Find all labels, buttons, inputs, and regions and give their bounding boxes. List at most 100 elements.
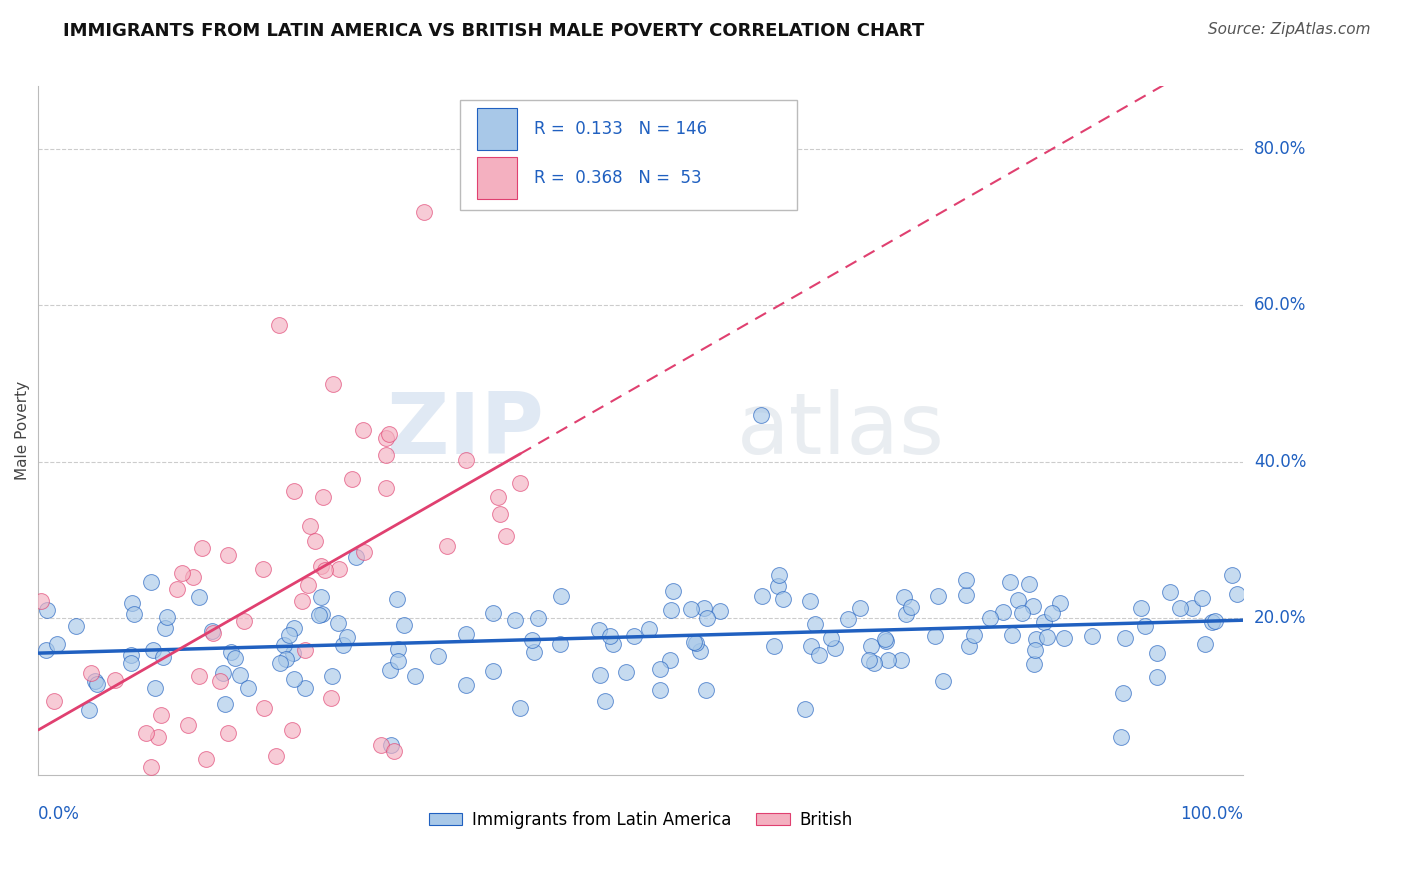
Point bbox=[120, 648, 142, 662]
Point bbox=[763, 640, 786, 654]
Point bbox=[214, 697, 236, 711]
Point bbox=[602, 637, 624, 651]
Text: 80.0%: 80.0% bbox=[1254, 140, 1306, 158]
Point bbox=[219, 645, 242, 659]
Point bbox=[380, 663, 402, 677]
Point bbox=[1081, 629, 1104, 643]
Point bbox=[863, 656, 886, 670]
Point bbox=[253, 701, 276, 715]
Point bbox=[804, 616, 827, 631]
Point bbox=[166, 582, 188, 596]
Point bbox=[152, 650, 174, 665]
Point bbox=[695, 683, 717, 698]
Point bbox=[273, 638, 295, 652]
Point bbox=[1053, 631, 1076, 645]
Point bbox=[321, 668, 343, 682]
Point bbox=[799, 594, 821, 608]
Point bbox=[201, 625, 224, 640]
Point bbox=[353, 545, 375, 559]
Point bbox=[837, 612, 859, 626]
Point bbox=[177, 718, 200, 732]
Point bbox=[1011, 606, 1033, 620]
Point bbox=[924, 628, 946, 642]
Point bbox=[858, 653, 880, 667]
Point bbox=[489, 508, 512, 522]
Point bbox=[412, 204, 434, 219]
Point bbox=[30, 594, 52, 608]
Point bbox=[808, 648, 831, 662]
Point bbox=[955, 588, 977, 602]
Point bbox=[150, 707, 173, 722]
Point bbox=[104, 673, 127, 687]
Point bbox=[77, 703, 100, 717]
Point bbox=[311, 591, 333, 605]
Point bbox=[486, 490, 509, 504]
Point bbox=[749, 408, 772, 422]
Point bbox=[378, 426, 401, 441]
Text: 40.0%: 40.0% bbox=[1254, 453, 1306, 471]
Point bbox=[1201, 615, 1223, 629]
Point bbox=[170, 566, 193, 581]
Point bbox=[283, 621, 305, 635]
Point bbox=[80, 666, 103, 681]
Point bbox=[955, 573, 977, 587]
Point bbox=[820, 631, 842, 645]
Point bbox=[385, 592, 408, 607]
Point bbox=[1146, 647, 1168, 661]
Point bbox=[224, 650, 246, 665]
Point bbox=[86, 676, 108, 690]
Point bbox=[527, 611, 550, 625]
Point bbox=[979, 610, 1001, 624]
Text: R =  0.368   N =  53: R = 0.368 N = 53 bbox=[534, 169, 702, 187]
Point bbox=[638, 622, 661, 636]
Point bbox=[550, 589, 572, 603]
Point bbox=[588, 623, 610, 637]
Point bbox=[277, 628, 299, 642]
Point bbox=[696, 611, 718, 625]
Point bbox=[794, 702, 817, 716]
Point bbox=[195, 752, 218, 766]
Point bbox=[932, 673, 955, 688]
Point bbox=[1000, 575, 1022, 590]
Point bbox=[155, 621, 177, 635]
Point bbox=[294, 642, 316, 657]
Point bbox=[308, 608, 330, 623]
Point bbox=[800, 639, 823, 653]
Legend: Immigrants from Latin America, British: Immigrants from Latin America, British bbox=[422, 804, 859, 836]
Point bbox=[340, 472, 363, 486]
Point bbox=[426, 649, 449, 664]
Point bbox=[336, 630, 359, 644]
Point bbox=[848, 601, 870, 615]
Point bbox=[404, 669, 426, 683]
Point bbox=[877, 652, 900, 666]
Point bbox=[217, 726, 239, 740]
Point bbox=[896, 607, 918, 621]
Point bbox=[236, 681, 259, 695]
Point bbox=[1024, 643, 1046, 657]
Point bbox=[709, 604, 731, 618]
Point bbox=[264, 749, 287, 764]
Point bbox=[217, 548, 239, 562]
Point bbox=[1130, 600, 1153, 615]
Point bbox=[283, 646, 305, 660]
Point bbox=[311, 559, 333, 574]
Point bbox=[456, 453, 478, 467]
Point bbox=[382, 744, 405, 758]
Point bbox=[142, 642, 165, 657]
Point bbox=[314, 563, 336, 577]
Point bbox=[1022, 657, 1045, 671]
Point bbox=[599, 629, 621, 643]
Point bbox=[875, 634, 897, 648]
Text: R =  0.133   N = 146: R = 0.133 N = 146 bbox=[534, 120, 707, 137]
Text: ZIP: ZIP bbox=[387, 389, 544, 472]
Point bbox=[495, 528, 517, 542]
Point bbox=[374, 481, 396, 495]
Point bbox=[1181, 601, 1204, 615]
Point bbox=[280, 723, 302, 737]
Point bbox=[35, 643, 58, 657]
Text: Source: ZipAtlas.com: Source: ZipAtlas.com bbox=[1208, 22, 1371, 37]
Point bbox=[1040, 606, 1063, 620]
Point bbox=[191, 541, 214, 555]
Point bbox=[283, 673, 305, 687]
Point bbox=[436, 539, 458, 553]
